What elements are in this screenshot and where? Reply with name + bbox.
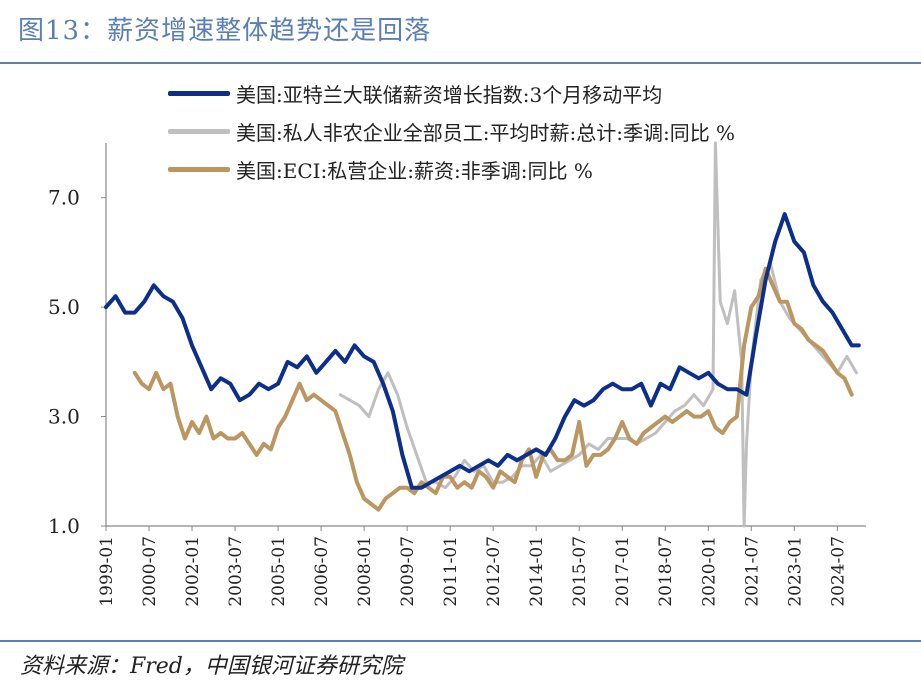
figure-title: 图13：薪资增速整体趋势还是回落 [18, 16, 432, 46]
legend-label-hourly-earnings: 美国:私人非农企业全部员工:平均时薪:总计:季调:同比 % [236, 120, 736, 145]
legend-label-eci: 美国:ECI:私营企业:薪资:非季调:同比 % [236, 158, 593, 183]
x-tick-label: 2017-01 [613, 536, 633, 607]
y-tick-label: 5.0 [48, 295, 80, 319]
x-tick-label: 2002-01 [183, 536, 203, 607]
x-tick-label: 2021-07 [742, 536, 762, 607]
legend-item-eci: 美国:ECI:私营企业:薪资:非季调:同比 % [168, 150, 735, 188]
chart-series [104, 141, 861, 528]
chart-legend: 美国:亚特兰大联储薪资增长指数:3个月移动平均 美国:私人非农企业全部员工:平均… [168, 74, 735, 188]
x-tick-label: 2000-07 [140, 536, 160, 607]
x-tick-label: 2006-07 [312, 536, 332, 607]
legend-item-hourly-earnings: 美国:私人非农企业全部员工:平均时薪:总计:季调:同比 % [168, 112, 735, 150]
x-tick-label: 2020-01 [699, 536, 719, 607]
x-tick-label: 2011-01 [441, 536, 461, 607]
x-tick-label: 2012-07 [484, 536, 504, 607]
x-tick-label: 2015-07 [570, 536, 590, 607]
legend-item-atlanta-fed: 美国:亚特兰大联储薪资增长指数:3个月移动平均 [168, 74, 735, 112]
x-tick-label: 1999-01 [97, 536, 117, 607]
series-line-eci [132, 266, 854, 512]
bottom-rule [0, 640, 921, 642]
y-tick-label: 3.0 [48, 405, 80, 429]
y-tick-label: 1.0 [48, 514, 80, 538]
legend-swatch-atlanta-fed [168, 90, 230, 96]
top-rule [0, 62, 921, 64]
x-tick-label: 2009-07 [398, 536, 418, 607]
legend-swatch-hourly-earnings [168, 128, 230, 134]
chart-axes: 1.0 3.0 5.0 7.0 1999-01 2000-07 2002-01 2003-07… [48, 143, 866, 607]
source-note: 资料来源：Fred，中国银河证券研究院 [20, 654, 403, 679]
x-tick-label: 2023-01 [785, 536, 805, 607]
x-tick-label: 2005-01 [269, 536, 289, 607]
x-tick-label: 2024-07 [828, 536, 848, 607]
x-tick-label: 2003-07 [226, 536, 246, 607]
x-tick-label: 2008-01 [355, 536, 375, 607]
x-tick-label: 2014-01 [527, 536, 547, 607]
line-chart: 1.0 3.0 5.0 7.0 1999-01 2000-07 2002-01 2003-07… [48, 141, 866, 607]
x-tick-label: 2018-07 [656, 536, 676, 607]
series-line-atlanta-fed [104, 212, 861, 490]
series-line-hourly-earnings [338, 141, 858, 528]
legend-label-atlanta-fed: 美国:亚特兰大联储薪资增长指数:3个月移动平均 [236, 82, 663, 107]
y-tick-label: 7.0 [48, 186, 80, 210]
legend-swatch-eci [168, 166, 230, 172]
